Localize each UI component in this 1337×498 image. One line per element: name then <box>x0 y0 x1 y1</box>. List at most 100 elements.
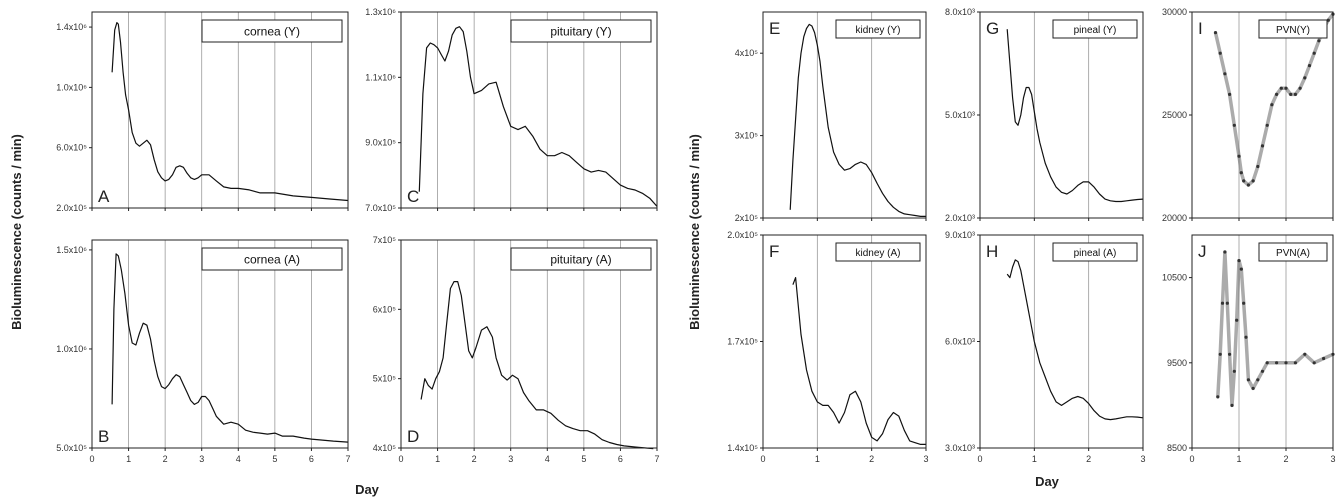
panel-j-letter: J <box>1198 242 1207 261</box>
panel-h-series-line <box>1006 259 1144 421</box>
panel-j-point <box>1244 335 1248 339</box>
panel-a-frame <box>91 11 349 209</box>
panel-d-xtick-label: 1 <box>435 454 440 464</box>
panel-j-point <box>1242 301 1246 305</box>
panel-c-frame <box>400 11 658 209</box>
panel-i: 20000 25000 30000 I PVN(Y) <box>1162 7 1335 223</box>
panel-b-xtick-label: 3 <box>199 454 204 464</box>
panel-d-ytick-label: 7x10⁵ <box>373 235 397 245</box>
panel-c-ytick-label: 1.3x10⁶ <box>365 7 396 17</box>
panel-h-ytick-label: 9.0x10³ <box>945 230 975 240</box>
panel-b-xtick-label: 0 <box>89 454 94 464</box>
panel-i-point <box>1246 183 1250 187</box>
panel-j-point <box>1260 369 1265 373</box>
panel-d-label: pituitary (A) <box>550 253 611 267</box>
panel-d-xtick-label: 2 <box>472 454 477 464</box>
panel-a-series-line <box>111 22 349 202</box>
panel-d-xtick-label: 5 <box>581 454 586 464</box>
panel-j-point <box>1235 318 1239 322</box>
panel-e-letter: E <box>769 19 780 38</box>
left-y-axis-label: Bioluminescence (counts / min) <box>9 134 24 330</box>
panel-e-frame <box>762 11 927 219</box>
panel-d-xtick-label: 7 <box>654 454 659 464</box>
panel-a-ytick-label: 2.0x10⁵ <box>56 203 87 213</box>
panel-i-ytick-label: 30000 <box>1162 7 1187 17</box>
panel-h-xtick-label: 2 <box>1086 454 1091 464</box>
panel-i-point <box>1223 72 1227 76</box>
panel-a-letter: A <box>98 187 110 206</box>
panel-c-ytick-label: 7.0x10⁵ <box>365 203 396 213</box>
panel-j-point <box>1239 267 1243 271</box>
panel-c-label: pituitary (Y) <box>550 25 611 39</box>
panel-g-frame <box>979 11 1144 219</box>
panel-j-xtick-label: 1 <box>1236 454 1241 464</box>
panel-f-ytick-label: 2.0x10⁵ <box>727 230 758 240</box>
panel-h-ytick-label: 3.0x10³ <box>945 443 975 453</box>
panel-i-point <box>1256 164 1260 169</box>
panel-e-label-box <box>835 19 921 39</box>
panel-h-frame <box>979 234 1144 449</box>
panel-d-frame <box>400 239 658 449</box>
panel-g: 2.0x10³ 5.0x10³ 8.0x10³ G pineal (Y) <box>945 7 1144 223</box>
panel-c-ytick-label: 1.1x10⁶ <box>365 72 396 82</box>
panel-j-point <box>1275 361 1279 365</box>
panel-h: 3.0x10³ 6.0x10³ 9.0x10³ 0 1 2 3 H pineal (A) <box>945 230 1146 464</box>
panel-j-point <box>1223 250 1227 254</box>
panel-i-point <box>1260 144 1265 148</box>
panel-d-letter: D <box>407 427 419 446</box>
panel-j-point <box>1216 395 1220 399</box>
panel-j-point <box>1228 352 1232 356</box>
panel-h-xtick-label: 0 <box>977 454 982 464</box>
panel-g-series-line <box>1006 29 1144 203</box>
panel-f: 1.4x10⁵ 1.7x10⁵ 2.0x10⁵ 0 1 2 3 F kidney (A) <box>727 230 928 464</box>
panel-i-point <box>1237 154 1241 158</box>
panel-g-ytick-label: 5.0x10³ <box>945 110 975 120</box>
panel-i-label: PVN(Y) <box>1276 25 1310 36</box>
panel-i-point <box>1284 86 1288 90</box>
panel-e-ytick-label: 2x10⁵ <box>735 213 759 223</box>
panel-i-label-box <box>1258 19 1328 39</box>
panel-b-xtick-label: 1 <box>126 454 131 464</box>
panel-j-point <box>1246 378 1250 382</box>
panel-i-point <box>1275 92 1279 96</box>
panel-h-letter: H <box>986 242 998 261</box>
panel-j-point <box>1225 301 1229 305</box>
panel-a-ytick-label: 1.0x10⁶ <box>56 82 87 92</box>
panel-j-point <box>1284 361 1288 365</box>
panel-i-point <box>1228 92 1232 96</box>
panel-b-ytick-label: 5.0x10⁵ <box>56 443 87 453</box>
panel-j-label-box <box>1258 242 1328 262</box>
panel-i-series-band <box>1213 13 1335 187</box>
panel-i-point <box>1265 123 1269 127</box>
panel-i-point <box>1251 179 1255 183</box>
panel-b-letter: B <box>98 427 109 446</box>
panel-i-point <box>1298 86 1302 90</box>
panel-i-point <box>1270 103 1274 107</box>
panel-j-point <box>1220 301 1225 305</box>
panel-f-xtick-label: 0 <box>760 454 765 464</box>
panel-a-ytick-label: 1.4x10⁶ <box>56 22 87 32</box>
panel-c-letter: C <box>407 187 419 206</box>
panel-j-label: PVN(A) <box>1276 248 1310 259</box>
panel-f-series-line <box>792 277 926 445</box>
panel-j-point <box>1293 361 1297 365</box>
panel-f-xtick-label: 1 <box>815 454 820 464</box>
panel-j-point <box>1251 386 1255 390</box>
panel-i-ytick-label: 25000 <box>1162 110 1187 120</box>
panel-c-series-line <box>418 26 658 207</box>
panel-d-xtick-label: 6 <box>618 454 623 464</box>
panel-j-point <box>1322 356 1326 361</box>
panel-b-xtick-label: 6 <box>309 454 314 464</box>
panel-b-ytick-label: 1.0x10⁶ <box>56 344 87 354</box>
panel-f-label-box <box>835 242 921 262</box>
panel-g-letter: G <box>986 19 999 38</box>
panel-i-point <box>1218 51 1222 55</box>
panel-i-point <box>1312 51 1316 55</box>
panel-i-frame <box>1191 11 1334 219</box>
panel-e-series-line <box>789 23 926 217</box>
left-x-axis-label: Day <box>355 482 380 497</box>
